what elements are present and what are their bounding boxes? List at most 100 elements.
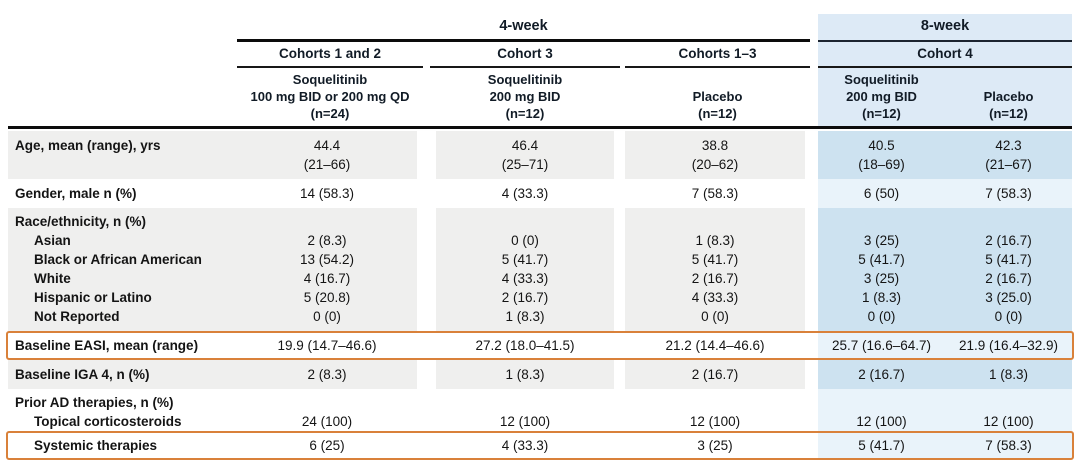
- table-cell: 3 (25): [818, 231, 945, 250]
- table-cell: 2 (16.7): [436, 288, 614, 307]
- table-cell: 5 (41.7): [436, 250, 614, 269]
- section-header-row: Race/ethnicity, n (%): [8, 208, 1072, 231]
- header-divider: [8, 126, 1072, 129]
- table-cell: 21.9 (16.4–32.9): [945, 332, 1072, 359]
- table-cell: 12 (100): [818, 412, 945, 431]
- section-header-row: Prior AD therapies, n (%): [8, 389, 1072, 412]
- table-cell: 0 (0): [818, 307, 945, 331]
- table-cell: 2 (8.3): [237, 231, 417, 250]
- table-cell: 1 (8.3): [818, 288, 945, 307]
- table-cell: 40.5 (18–69): [818, 131, 945, 179]
- table-row: Age, mean (range), yrs 44.4 (21–66) 46.4 (…: [8, 131, 1072, 179]
- table-cell: 1 (8.3): [436, 360, 614, 389]
- table-cell: 5 (41.7): [945, 250, 1072, 269]
- row-label: Hispanic or Latino: [8, 288, 237, 307]
- table-cell: 42.3 (21–67): [945, 131, 1072, 179]
- table-cell: 2 (16.7): [945, 231, 1072, 250]
- period-header-4-week: 4-week: [237, 14, 810, 42]
- period-header-8-week: 8-week: [818, 14, 1072, 42]
- table-cell: 27.2 (18.0–41.5): [475, 338, 575, 353]
- table-cell: [237, 208, 417, 231]
- row-label: White: [8, 269, 237, 288]
- table-cell: 6 (25): [309, 438, 345, 453]
- cohort-header-4: Cohort 4: [818, 42, 1072, 68]
- table-cell: 19.9 (14.7–46.6): [277, 338, 377, 353]
- row-label: Age, mean (range), yrs: [8, 131, 237, 179]
- table-cell: 21.2 (14.4–46.6): [665, 338, 765, 353]
- table-cell: [945, 389, 1072, 412]
- baseline-characteristics-table: 4-week 8-week Cohorts 1 and 2 Cohort 3 C…: [6, 14, 1074, 460]
- table-row: Black or African American 13 (54.2) 5 (41.…: [8, 250, 1072, 269]
- table-cell: 3 (25): [818, 269, 945, 288]
- column-header-soquelitinib-200-8wk: Soquelitinib 200 mg BID (n=12): [818, 68, 945, 126]
- table-cell: 0 (0): [237, 307, 417, 331]
- table-cell: 6 (50): [818, 179, 945, 208]
- table-cell: 4 (33.3): [436, 269, 614, 288]
- row-label: Prior AD therapies, n (%): [15, 395, 174, 410]
- table-body: Age, mean (range), yrs 44.4 (21–66) 46.4 (…: [6, 131, 1074, 460]
- table-cell: 3 (25.0): [945, 288, 1072, 307]
- table-cell: 1 (8.3): [945, 360, 1072, 389]
- table-cell: 1 (8.3): [625, 231, 805, 250]
- table-cell: 2 (16.7): [818, 360, 945, 389]
- row-label: Not Reported: [8, 307, 237, 331]
- column-header-placebo-4wk: Placebo (n=12): [692, 89, 743, 121]
- row-label: Asian: [8, 231, 237, 250]
- table-row: Baseline EASI, mean (range) 19.9 (14.7–46…: [6, 331, 1074, 360]
- table-cell: 13 (54.2): [237, 250, 417, 269]
- table-cell: 46.4 (25–71): [436, 131, 614, 179]
- row-label: Baseline IGA 4, n (%): [8, 360, 237, 389]
- table-cell: 0 (0): [436, 231, 614, 250]
- table-cell: 4 (16.7): [237, 269, 417, 288]
- table-cell: [818, 208, 945, 231]
- table-cell: 12 (100): [945, 412, 1072, 431]
- table-cell: 1 (8.3): [436, 307, 614, 331]
- table-cell: 7 (58.3): [945, 179, 1072, 208]
- table-cell: 5 (41.7): [818, 250, 945, 269]
- table-cell: 2 (16.7): [945, 269, 1072, 288]
- table-row: Topical corticosteroids 24 (100) 12 (100) 1…: [8, 412, 1072, 431]
- table-cell: 7 (58.3): [691, 186, 739, 201]
- cohort-header-3: Cohort 3: [430, 42, 620, 68]
- column-header-soquelitinib-100-200: Soquelitinib 100 mg BID or 200 mg QD (n=…: [250, 72, 410, 121]
- table-cell: 2 (8.3): [237, 360, 417, 389]
- table-cell: 25.7 (16.6–64.7): [818, 332, 945, 359]
- table-cell: 12 (100): [689, 414, 741, 429]
- column-header-placebo-8wk: Placebo (n=12): [945, 68, 1072, 126]
- table-row: Not Reported 0 (0) 1 (8.3) 0 (0) 0 (0) 0 (0): [8, 307, 1072, 331]
- column-header-soquelitinib-200-4wk: Soquelitinib 200 mg BID (n=12): [487, 72, 563, 121]
- table-cell: 4 (33.3): [625, 288, 805, 307]
- cohort-header-1-2: Cohorts 1 and 2: [237, 42, 423, 68]
- table-cell: 14 (58.3): [299, 186, 355, 201]
- table-cell: 5 (41.7): [625, 250, 805, 269]
- row-label: Baseline EASI, mean (range): [15, 338, 199, 353]
- table-cell: 2 (16.7): [625, 269, 805, 288]
- cohort-header-1-3: Cohorts 1–3: [625, 42, 810, 68]
- row-label: Gender, male n (%): [15, 186, 137, 201]
- table-cell: 24 (100): [301, 414, 353, 429]
- table-cell: [625, 208, 805, 231]
- table-cell: 0 (0): [625, 307, 805, 331]
- table-cell: 3 (25): [697, 438, 733, 453]
- table-cell: [436, 389, 614, 412]
- table-row: Hispanic or Latino 5 (20.8) 2 (16.7) 4 (33.…: [8, 288, 1072, 307]
- cohort-header-row: Cohorts 1 and 2 Cohort 3 Cohorts 1–3 Coh…: [8, 42, 1072, 68]
- table-cell: 4 (33.3): [501, 186, 549, 201]
- table-cell: 2 (16.7): [625, 360, 805, 389]
- table-row: White 4 (16.7) 4 (33.3) 2 (16.7) 3 (25) 2 (16…: [8, 269, 1072, 288]
- row-label: Black or African American: [8, 250, 237, 269]
- table-cell: [237, 389, 417, 412]
- empty-corner: [8, 14, 237, 42]
- table-cell: 5 (20.8): [237, 288, 417, 307]
- treatment-header-row: Soquelitinib 100 mg BID or 200 mg QD (n=…: [8, 68, 1072, 126]
- table-cell: 0 (0): [945, 307, 1072, 331]
- table-cell: 12 (100): [499, 414, 551, 429]
- row-label: Systemic therapies: [34, 438, 158, 453]
- table-cell: 4 (33.3): [501, 438, 549, 453]
- table-row: Baseline IGA 4, n (%) 2 (8.3) 1 (8.3) 2 (16…: [8, 360, 1072, 389]
- period-header-row: 4-week 8-week: [8, 14, 1072, 42]
- table-cell: [436, 208, 614, 231]
- empty-corner: [8, 42, 237, 68]
- table-cell: 38.8 (20–62): [625, 131, 805, 179]
- table-cell: [818, 389, 945, 412]
